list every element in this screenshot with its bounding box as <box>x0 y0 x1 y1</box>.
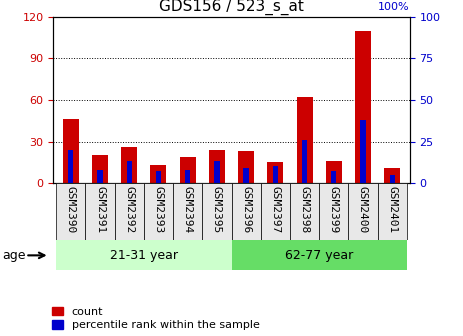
Text: GSM2391: GSM2391 <box>95 186 105 233</box>
Bar <box>238 151 254 183</box>
Bar <box>232 240 407 270</box>
Text: GSM2396: GSM2396 <box>241 186 251 233</box>
Bar <box>121 147 137 183</box>
Text: 62-77 year: 62-77 year <box>285 249 353 262</box>
Text: GSM2390: GSM2390 <box>66 186 76 233</box>
Title: GDS156 / 523_s_at: GDS156 / 523_s_at <box>159 0 304 15</box>
Text: GSM2392: GSM2392 <box>124 186 134 233</box>
Text: GSM2398: GSM2398 <box>300 186 310 233</box>
Text: age: age <box>2 249 26 262</box>
Bar <box>389 175 395 183</box>
Bar <box>85 183 115 240</box>
Bar <box>68 150 74 183</box>
Bar <box>244 168 249 183</box>
Bar <box>63 119 79 183</box>
Bar <box>290 183 319 240</box>
Bar <box>144 183 173 240</box>
Legend: count, percentile rank within the sample: count, percentile rank within the sample <box>52 307 260 330</box>
Text: GSM2394: GSM2394 <box>183 186 193 233</box>
Bar <box>232 183 261 240</box>
Bar <box>302 140 307 183</box>
Text: GSM2401: GSM2401 <box>387 186 397 233</box>
Bar <box>150 165 167 183</box>
Bar <box>202 183 232 240</box>
Text: GSM2395: GSM2395 <box>212 186 222 233</box>
Bar <box>56 240 232 270</box>
Bar <box>384 168 400 183</box>
Bar <box>378 183 407 240</box>
Bar <box>319 183 348 240</box>
Bar <box>273 167 278 183</box>
Text: GSM2400: GSM2400 <box>358 186 368 233</box>
Text: GSM2397: GSM2397 <box>270 186 280 233</box>
Bar <box>185 170 190 183</box>
Text: 100%: 100% <box>378 2 410 12</box>
Bar <box>115 183 144 240</box>
Bar <box>360 120 366 183</box>
Bar <box>209 150 225 183</box>
Bar <box>296 97 313 183</box>
Text: GSM2393: GSM2393 <box>153 186 163 233</box>
Bar <box>326 161 342 183</box>
Bar <box>355 31 371 183</box>
Bar <box>331 171 337 183</box>
Bar <box>348 183 378 240</box>
Bar <box>56 183 85 240</box>
Bar <box>97 170 103 183</box>
Bar <box>261 183 290 240</box>
Bar <box>180 157 196 183</box>
Text: GSM2399: GSM2399 <box>329 186 339 233</box>
Bar <box>214 162 219 183</box>
Bar <box>156 171 161 183</box>
Bar <box>92 155 108 183</box>
Bar <box>173 183 202 240</box>
Text: 21-31 year: 21-31 year <box>110 249 178 262</box>
Bar <box>267 162 283 183</box>
Bar <box>126 162 132 183</box>
